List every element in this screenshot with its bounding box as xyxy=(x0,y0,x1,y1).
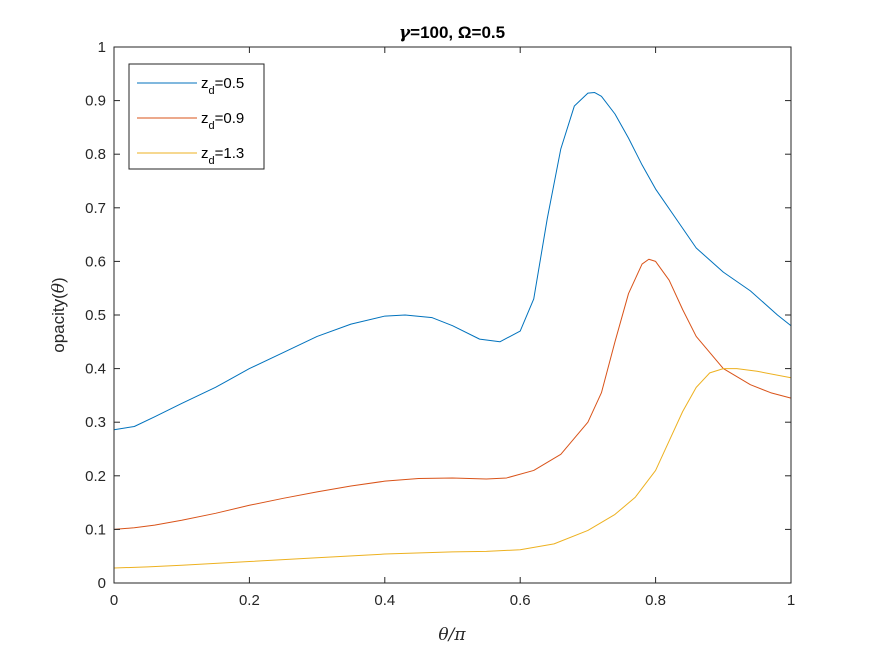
title-gamma-value: =100, xyxy=(410,23,458,42)
title-omega-symbol: Ω xyxy=(458,23,472,42)
legend-var: z xyxy=(201,110,209,127)
legend-subscript: d xyxy=(209,85,215,97)
series-line-3 xyxy=(113,368,792,569)
x-tick-label: 0 xyxy=(110,592,118,609)
y-tick-label: 0.1 xyxy=(85,521,106,538)
x-axis-label: θ/π xyxy=(438,625,466,645)
y-tick-label: 0.6 xyxy=(85,253,106,270)
legend-entries: zd=0.5zd=0.9zd=1.3 xyxy=(137,75,244,167)
series-line-2 xyxy=(113,258,792,530)
legend-subscript: d xyxy=(209,155,215,167)
legend-box xyxy=(128,63,265,170)
legend-subscript: d xyxy=(209,120,215,132)
x-tick-label: 0.4 xyxy=(374,592,395,609)
title-gamma-symbol: γ xyxy=(399,23,411,43)
x-tick-label: 1 xyxy=(787,592,795,609)
y-tick-label: 1 xyxy=(98,39,106,56)
legend-value: =0.9 xyxy=(215,110,245,127)
chart-title: γ=100, Ω=0.5 xyxy=(399,23,505,43)
y-tick-label: 0.8 xyxy=(85,146,106,163)
y-tick-label: 0.5 xyxy=(85,307,106,324)
legend-label-1: zd=0.5 xyxy=(201,75,244,97)
x-tick-label: 0.2 xyxy=(239,592,260,609)
y-tick-label: 0.4 xyxy=(85,361,106,378)
x-axis-label-pi: /π xyxy=(447,625,467,645)
y-tick-label: 0.9 xyxy=(85,93,106,110)
y-tick-label: 0.7 xyxy=(85,200,106,217)
y-axis-label-prefix: opacity( xyxy=(49,293,68,353)
legend-var: z xyxy=(201,75,209,92)
series-layer xyxy=(113,92,792,569)
ticks-layer: 0 0.2 0.4 0.6 0.8 1 0 0.1 0.2 0.3 0.4 0.5 0.6 0.7 0.8 0… xyxy=(85,39,795,609)
legend-label-3: zd=1.3 xyxy=(201,145,244,167)
x-tick-label: 0.6 xyxy=(510,592,531,609)
y-tick-label: 0 xyxy=(98,575,106,592)
y-axis-label-theta: θ xyxy=(49,283,69,293)
x-axis-label-theta: θ xyxy=(438,625,448,645)
x-tick-label: 0.8 xyxy=(645,592,666,609)
title-omega-value: =0.5 xyxy=(472,23,506,42)
y-tick-label: 0.3 xyxy=(85,414,106,431)
y-axis-label: opacity(θ) xyxy=(49,277,69,352)
legend-value: =1.3 xyxy=(215,145,245,162)
y-tick-label: 0.2 xyxy=(85,468,106,485)
legend-value: =0.5 xyxy=(215,75,245,92)
legend-var: z xyxy=(201,145,209,162)
legend: zd=0.5zd=0.9zd=1.3 xyxy=(128,63,265,170)
y-axis-label-suffix: ) xyxy=(49,277,68,283)
series-line-1 xyxy=(113,92,792,431)
legend-label-2: zd=0.9 xyxy=(201,110,244,132)
